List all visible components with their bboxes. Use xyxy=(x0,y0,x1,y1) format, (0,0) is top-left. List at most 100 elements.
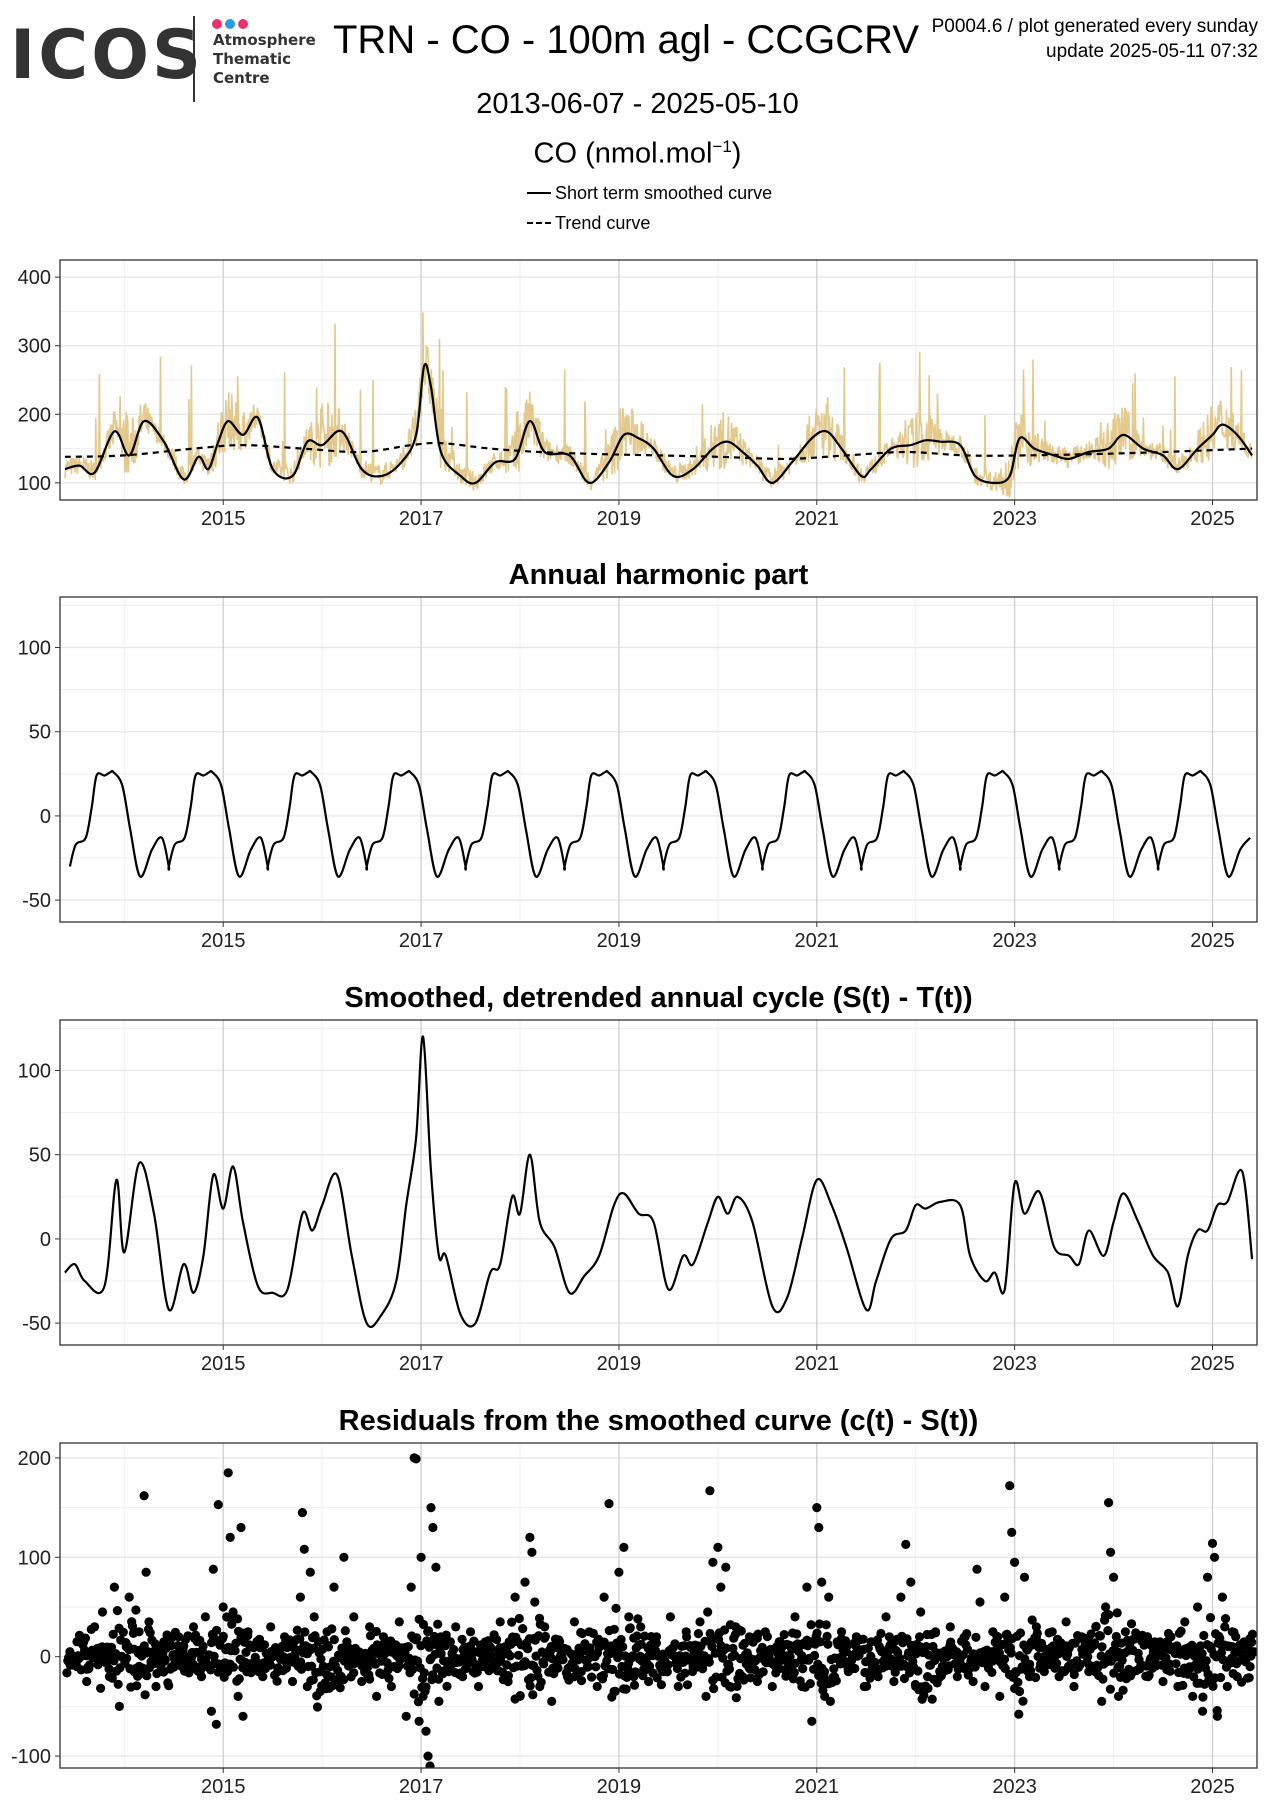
residual-point xyxy=(222,1612,232,1622)
residual-point xyxy=(1019,1572,1030,1582)
residual-point xyxy=(608,1664,618,1675)
residual-point xyxy=(167,1662,177,1672)
x-tick-label: 2019 xyxy=(597,1353,642,1375)
residual-point xyxy=(587,1672,597,1682)
residual-point xyxy=(445,1637,455,1647)
residual-point xyxy=(335,1683,345,1693)
residual-point xyxy=(797,1681,807,1692)
residual-point xyxy=(923,1672,933,1682)
residual-point xyxy=(945,1622,955,1632)
residual-point xyxy=(633,1614,643,1624)
residual-point xyxy=(906,1577,916,1587)
panel-frame xyxy=(59,596,1258,923)
logo-divider xyxy=(193,16,195,102)
residual-point xyxy=(425,1761,435,1768)
residual-point xyxy=(218,1602,228,1612)
residual-point xyxy=(821,1620,831,1630)
y-tick-label: -100 xyxy=(11,1746,51,1768)
x-tick-label: 2023 xyxy=(992,930,1037,952)
residual-point xyxy=(1024,1672,1035,1682)
residual-point xyxy=(421,1682,431,1692)
residual-point xyxy=(1006,1648,1016,1658)
residual-point xyxy=(812,1503,822,1513)
date-range: 2013-06-07 - 2025-05-10 xyxy=(476,88,799,120)
residual-point xyxy=(411,1454,421,1464)
residual-point xyxy=(632,1631,642,1641)
residual-point xyxy=(211,1719,221,1729)
residual-point xyxy=(431,1562,441,1572)
residual-point xyxy=(451,1622,461,1632)
chart-panel-3: Smoothed, detrended annual cycle (S(t) -… xyxy=(18,982,1258,1375)
residual-point xyxy=(651,1632,662,1642)
residual-point xyxy=(1202,1572,1213,1582)
residual-point xyxy=(1232,1672,1242,1682)
residual-point xyxy=(753,1629,763,1639)
residual-point xyxy=(705,1486,715,1496)
residual-point xyxy=(212,1625,222,1635)
residual-point xyxy=(746,1673,756,1683)
x-tick-label: 2019 xyxy=(597,508,642,530)
x-tick-label: 2025 xyxy=(1190,930,1235,952)
residual-point xyxy=(663,1660,673,1670)
residual-point xyxy=(999,1654,1010,1664)
residual-point xyxy=(728,1643,738,1653)
residual-point xyxy=(93,1660,103,1670)
residual-point xyxy=(807,1716,817,1726)
residual-point xyxy=(492,1634,502,1645)
residual-point xyxy=(295,1592,305,1602)
residual-point xyxy=(614,1567,624,1577)
residual-point xyxy=(703,1607,713,1617)
residual-point xyxy=(1176,1626,1186,1636)
residual-point xyxy=(1097,1642,1107,1652)
residual-point xyxy=(265,1660,275,1670)
residual-point xyxy=(145,1628,155,1638)
residual-point xyxy=(1018,1696,1028,1706)
residual-point xyxy=(164,1681,174,1691)
residual-point xyxy=(458,1672,468,1682)
residual-point xyxy=(1201,1656,1211,1666)
residual-point xyxy=(132,1681,142,1691)
residual-point xyxy=(378,1632,389,1642)
residual-point xyxy=(434,1696,444,1706)
residual-point xyxy=(1189,1651,1200,1661)
residual-point xyxy=(558,1655,568,1665)
panel-title: Annual harmonic part xyxy=(509,559,809,591)
residual-point xyxy=(576,1667,586,1677)
residual-point xyxy=(975,1597,985,1607)
residual-point xyxy=(401,1711,411,1721)
residual-point xyxy=(782,1667,792,1677)
unit-label: CO (nmol.mol−1) xyxy=(0,137,1275,171)
x-tick-label: 2019 xyxy=(597,930,642,952)
residual-point xyxy=(1112,1608,1122,1618)
residual-point xyxy=(151,1681,161,1692)
residual-point xyxy=(995,1691,1005,1701)
residual-point xyxy=(1180,1617,1190,1627)
residual-point xyxy=(708,1557,718,1567)
residual-point xyxy=(930,1627,941,1637)
residual-point xyxy=(645,1661,655,1671)
residual-point xyxy=(1083,1652,1093,1662)
residual-point xyxy=(121,1642,131,1652)
residual-point xyxy=(952,1672,962,1682)
residual-point xyxy=(809,1650,820,1661)
residual-point xyxy=(938,1667,949,1677)
residual-point xyxy=(913,1666,923,1676)
icos-logo: ICOS Atmosphere Thematic Centre xyxy=(10,14,330,104)
residual-point xyxy=(266,1622,276,1632)
logo-dots xyxy=(212,16,251,34)
residual-point xyxy=(896,1592,906,1602)
residual-point xyxy=(774,1637,784,1647)
residual-point xyxy=(915,1632,925,1642)
residual-point xyxy=(836,1627,847,1637)
plot-area xyxy=(64,312,1253,498)
residual-point xyxy=(1164,1659,1174,1669)
residual-point xyxy=(225,1532,235,1542)
logo-dot-3 xyxy=(238,19,248,29)
residual-point xyxy=(547,1696,557,1706)
panel-frame xyxy=(59,1442,1258,1769)
residual-point xyxy=(1117,1655,1127,1665)
residual-point xyxy=(971,1632,981,1642)
residual-point xyxy=(1069,1669,1079,1680)
legend-solid-swatch xyxy=(527,192,551,194)
